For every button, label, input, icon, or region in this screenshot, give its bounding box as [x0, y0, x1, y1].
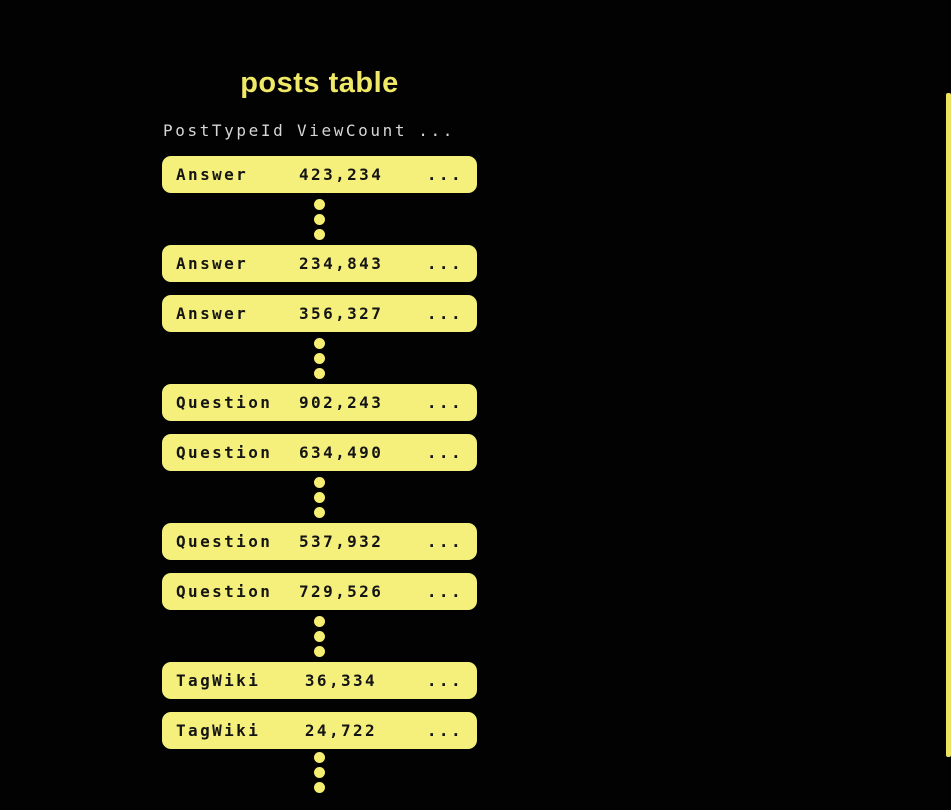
ellipsis-dots	[314, 616, 325, 657]
page-title: posts table	[240, 67, 399, 99]
dot-icon	[314, 338, 325, 349]
table-row: Question 634,490 ...	[162, 434, 477, 471]
more-columns-ellipsis: ...	[426, 165, 463, 184]
dot-icon	[314, 782, 325, 793]
view-count-cell: 634,490	[299, 443, 384, 462]
view-count-cell: 36,334	[304, 671, 378, 690]
more-columns-ellipsis: ...	[426, 254, 463, 273]
dot-icon	[314, 646, 325, 657]
view-count-cell: 902,243	[299, 393, 384, 412]
table-row: Answer 234,843 ...	[162, 245, 477, 282]
table-row: Question 537,932 ...	[162, 523, 477, 560]
more-columns-ellipsis: ...	[426, 304, 463, 323]
post-type-cell: Question	[176, 443, 273, 462]
dot-icon	[314, 353, 325, 364]
table-row: Answer 356,327 ...	[162, 295, 477, 332]
view-count-cell: 537,932	[299, 532, 384, 551]
post-type-cell: Question	[176, 532, 273, 551]
dot-icon	[314, 507, 325, 518]
scrollbar-thumb[interactable]	[946, 93, 951, 757]
post-type-cell: TagWiki	[176, 671, 261, 690]
table-row: Question 729,526 ...	[162, 573, 477, 610]
more-columns-ellipsis: ...	[426, 393, 463, 412]
column-header-more: ...	[418, 121, 455, 140]
view-count-cell: 356,327	[299, 304, 384, 323]
view-count-cell: 729,526	[299, 582, 384, 601]
dot-icon	[314, 214, 325, 225]
post-type-cell: Answer	[176, 254, 249, 273]
more-columns-ellipsis: ...	[426, 532, 463, 551]
dot-icon	[314, 752, 325, 763]
dot-icon	[314, 477, 325, 488]
ellipsis-dots	[314, 199, 325, 240]
column-header-posttypeid: PostTypeId	[163, 121, 286, 140]
ellipsis-dots	[314, 338, 325, 379]
table-row: Question 902,243 ...	[162, 384, 477, 421]
dot-icon	[314, 199, 325, 210]
ellipsis-dots	[314, 752, 325, 793]
dot-icon	[314, 767, 325, 778]
post-type-cell: Answer	[176, 304, 249, 323]
post-type-cell: Question	[176, 393, 273, 412]
ellipsis-dots	[314, 477, 325, 518]
post-type-cell: TagWiki	[176, 721, 261, 740]
post-type-cell: Answer	[176, 165, 249, 184]
dot-icon	[314, 616, 325, 627]
more-columns-ellipsis: ...	[426, 582, 463, 601]
table-row: Answer 423,234 ...	[162, 156, 477, 193]
more-columns-ellipsis: ...	[426, 443, 463, 462]
dot-icon	[314, 229, 325, 240]
view-count-cell: 423,234	[299, 165, 384, 184]
post-type-cell: Question	[176, 582, 273, 601]
table-row: TagWiki 36,334 ...	[162, 662, 477, 699]
view-count-cell: 24,722	[304, 721, 378, 740]
view-count-cell: 234,843	[299, 254, 384, 273]
dot-icon	[314, 631, 325, 642]
dot-icon	[314, 368, 325, 379]
table-header: PostTypeId ViewCount ...	[162, 121, 477, 141]
more-columns-ellipsis: ...	[426, 671, 463, 690]
dot-icon	[314, 492, 325, 503]
column-header-viewcount: ViewCount	[297, 121, 408, 140]
more-columns-ellipsis: ...	[426, 721, 463, 740]
table-row: TagWiki 24,722 ...	[162, 712, 477, 749]
